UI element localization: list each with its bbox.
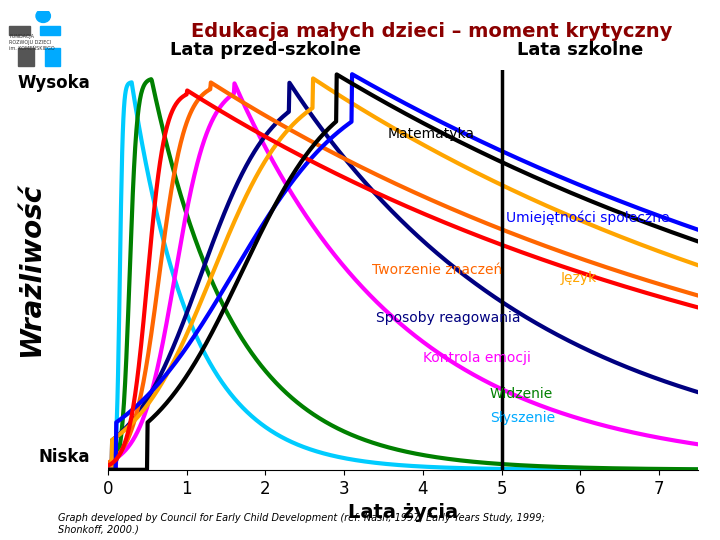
Text: FUNDACJA: FUNDACJA [9,34,35,39]
Text: Lata szkolne: Lata szkolne [517,41,644,59]
Text: ROZWOJU DZIECI: ROZWOJU DZIECI [9,40,52,45]
Text: im. KOMEŃSKIEGO: im. KOMEŃSKIEGO [9,46,55,51]
Bar [18,48,34,66]
Text: Matematyka: Matematyka [387,127,474,141]
Text: Wysoka: Wysoka [17,74,90,92]
Text: Niska: Niska [39,448,90,466]
Text: Lata przed-szkolne: Lata przed-szkolne [170,41,361,59]
Text: Tworzenie znaczeń: Tworzenie znaczeń [372,263,502,277]
Text: Umiejętności społeczne: Umiejętności społeczne [505,211,669,225]
Bar [45,48,60,66]
Bar [9,26,30,36]
Text: Słyszenie: Słyszenie [490,411,555,425]
Text: Wrażliwość: Wrażliwość [17,183,45,357]
Text: Widzenie: Widzenie [490,387,553,401]
Text: Sposoby reagowania: Sposoby reagowania [376,311,520,325]
Text: Język: Język [561,271,597,285]
Text: Kontrola emocji: Kontrola emocji [423,351,531,365]
X-axis label: Lata życia: Lata życia [348,503,458,522]
Circle shape [36,10,50,23]
Bar [40,26,60,36]
Text: Edukacja małych dzieci – moment krytyczny: Edukacja małych dzieci – moment krytyczn… [192,22,672,40]
Text: Graph developed by Council for Early Child Development (ref: Nash, 1997; Early Y: Graph developed by Council for Early Chi… [58,513,544,535]
